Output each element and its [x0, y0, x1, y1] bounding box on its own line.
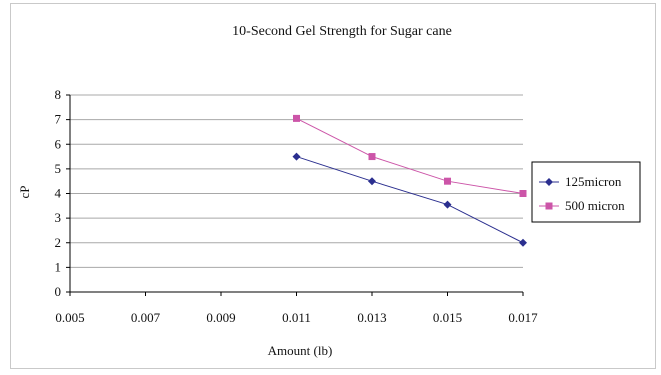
- y-tick-labels: 0 1 2 3 4 5 6 7 8: [55, 87, 62, 299]
- data-point-2-3: [444, 177, 451, 185]
- y-tick-label: 7: [55, 112, 62, 127]
- y-tick-label: 4: [55, 186, 62, 201]
- x-tick-label: 0.007: [131, 310, 161, 325]
- axes: [66, 94, 524, 296]
- series-2: [293, 114, 527, 197]
- legend-entry-1: 125micron: [539, 174, 622, 189]
- x-tick-label: 0.005: [55, 310, 84, 325]
- data-point-2-1: [293, 114, 300, 122]
- legend-box: [531, 161, 641, 223]
- legend-entry-2: 500 micron: [539, 198, 625, 213]
- gridlines: [70, 94, 523, 268]
- y-tick-label: 8: [55, 87, 62, 102]
- x-tick-label: 0.017: [508, 310, 538, 325]
- y-tick-label: 0: [55, 284, 62, 299]
- data-point-2-4: [519, 190, 527, 197]
- y-tick-label: 1: [55, 259, 62, 274]
- series-line-2: [296, 117, 524, 194]
- legend-label: 125micron: [565, 174, 622, 189]
- chart-title: 10-Second Gel Strength for Sugar cane: [232, 24, 452, 39]
- x-tick-label: 0.009: [206, 310, 235, 325]
- x-tick-label: 0.015: [433, 310, 462, 325]
- legend-entries: 125micron 500 micron: [539, 174, 625, 213]
- data-point-1-4: [519, 238, 527, 247]
- series-layer: [292, 114, 527, 247]
- data-point-2-2: [368, 153, 376, 161]
- x-tick-label: 0.011: [282, 310, 311, 325]
- x-tick-labels: 0.005 0.007 0.009 0.011 0.013 0.015 0.017: [55, 310, 538, 325]
- data-point-1-1: [292, 152, 301, 161]
- y-tick-label: 2: [55, 235, 62, 250]
- x-tick-label: 0.013: [357, 310, 386, 325]
- legend-marker-1: [545, 178, 553, 186]
- x-axis-title: Amount (lb): [268, 343, 333, 358]
- legend-marker-2: [545, 202, 553, 210]
- y-tick-label: 5: [55, 161, 62, 176]
- legend: 125micron 500 micron: [531, 161, 641, 223]
- series-1: [292, 152, 527, 247]
- y-tick-label: 3: [55, 210, 62, 225]
- y-axis-title: cP: [17, 186, 32, 199]
- y-tick-label: 6: [55, 136, 62, 151]
- data-point-1-2: [368, 177, 376, 186]
- data-point-1-3: [443, 200, 452, 209]
- series-line-1: [296, 156, 524, 244]
- legend-label: 500 micron: [565, 198, 625, 213]
